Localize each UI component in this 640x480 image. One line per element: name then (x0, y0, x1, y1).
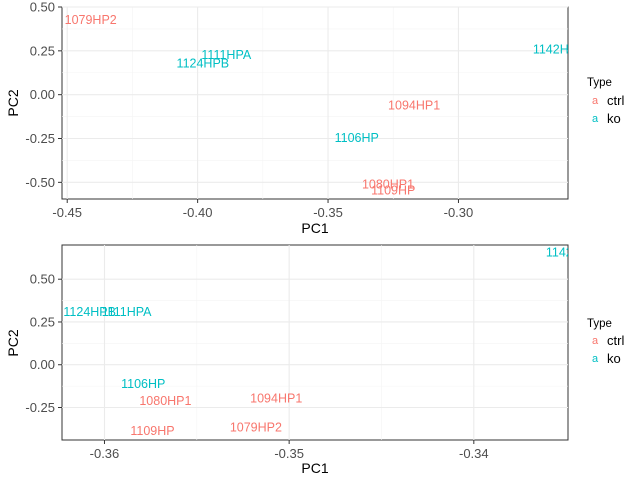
top-legend-title: Type (587, 77, 612, 89)
bottom-plot-panel (61, 244, 569, 441)
bottom-y-axis-title: PC2 (5, 329, 21, 356)
top-y-axis-title: PC2 (5, 89, 21, 116)
top-y-tick-label: 0.50 (30, 0, 55, 15)
top-x-tick-label: -0.45 (52, 205, 82, 220)
top-y-tick-label: 0.00 (30, 87, 55, 102)
top-plot-panel (61, 6, 569, 200)
top-legend-key-ko: a (592, 113, 599, 125)
bottom-legend-key-ctrl: a (592, 335, 599, 347)
bottom-y-tick-label: 0.25 (30, 314, 55, 329)
point-label-1124hpb: 1124HPB (177, 57, 230, 71)
bottom-y-tick-label: 0.50 (30, 272, 55, 287)
point-label-1111hpa: 1111HPA (201, 48, 251, 62)
point-label-1109hp: 1109HP (130, 424, 174, 438)
top-x-axis-ticks: -0.45 -0.40 -0.35 -0.30 (52, 199, 473, 220)
point-label-1124hpb: 1124HPB (63, 305, 116, 319)
bottom-legend: Type a ctrl a ko (587, 318, 624, 366)
point-label-1142hp: 1142HP (533, 43, 577, 57)
bottom-y-tick-label: -0.25 (25, 400, 55, 415)
bottom-x-tick-label: -0.34 (459, 446, 489, 461)
top-legend: Type a ctrl a ko (587, 77, 624, 126)
point-label-1106hp: 1106HP (121, 377, 165, 391)
top-legend-key-ctrl: a (592, 95, 599, 107)
point-label-1079hp2: 1079HP2 (65, 13, 117, 27)
top-y-tick-label: -0.25 (25, 131, 55, 146)
bottom-legend-label-ko: ko (607, 351, 621, 366)
bottom-legend-label-ctrl: ctrl (607, 333, 624, 348)
point-label-1109hp: 1109HP (371, 184, 415, 198)
bottom-x-tick-label: -0.36 (90, 446, 120, 461)
bottom-x-tick-label: -0.35 (274, 446, 304, 461)
bottom-x-axis-ticks: -0.36 -0.35 -0.34 (90, 440, 489, 461)
point-label-1111hpa: 1111HPA (102, 305, 152, 319)
bottom-legend-key-ko: a (592, 353, 599, 365)
point-label-1142hp: 1142HP (546, 245, 590, 259)
point-label-1080hp1: 1080HP1 (139, 394, 191, 408)
top-y-tick-label: -0.50 (25, 175, 55, 190)
top-y-axis-ticks: -0.50 -0.25 0.00 0.25 0.50 (25, 0, 62, 190)
bottom-major-gridlines (62, 245, 568, 440)
top-x-axis-title: PC1 (301, 220, 328, 236)
bottom-y-axis-ticks: -0.25 0.00 0.25 0.50 (25, 272, 62, 415)
top-legend-label-ko: ko (607, 111, 621, 126)
top-x-tick-label: -0.40 (183, 205, 213, 220)
top-major-gridlines (62, 6, 568, 199)
bottom-x-axis-title: PC1 (301, 460, 328, 476)
point-label-1094hp1: 1094HP1 (388, 99, 440, 113)
top-x-tick-label: -0.35 (313, 205, 343, 220)
point-label-1080hp1: 1080HP1 (362, 178, 414, 192)
bottom-legend-title: Type (587, 318, 612, 330)
top-legend-label-ctrl: ctrl (607, 93, 624, 108)
top-y-tick-label: 0.25 (30, 43, 55, 58)
top-x-tick-label: -0.30 (444, 205, 474, 220)
top-minor-gridlines (62, 7, 568, 199)
point-label-1094hp1: 1094HP1 (250, 392, 302, 406)
point-label-1079hp2: 1079HP2 (230, 421, 282, 435)
bottom-y-tick-label: 0.00 (30, 357, 55, 372)
point-label-1106hp: 1106HP (335, 131, 379, 145)
